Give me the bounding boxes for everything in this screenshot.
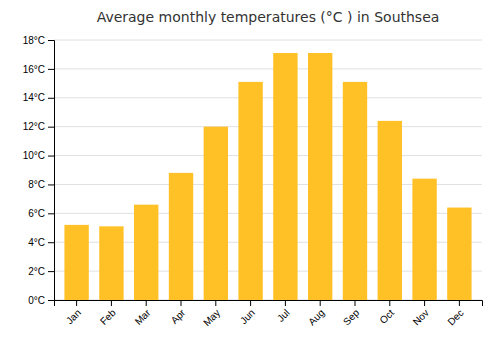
tick-label: Aug [306,307,326,327]
grid-line [54,68,482,69]
x-tick: Jul [275,300,292,324]
tick-label: Oct [377,307,396,326]
chart-container: 0°C 2°C 4°C 6°C 8°C 10°C 12°C 14°C 16°C 18°C Jan Fe… [0,0,500,350]
y-tick: 10°C [23,150,54,161]
tick-label: 4°C [28,237,45,248]
tick-mark [354,300,355,306]
x-tick: Mar [133,300,153,327]
bar [99,226,123,300]
grid-line [54,40,482,41]
bars [64,53,471,300]
tick-mark [320,300,321,306]
y-tick: 18°C [23,35,54,46]
tick-label: 16°C [23,64,45,75]
tick-label: 0°C [28,295,45,306]
tick-mark [48,40,54,41]
tick-label: 14°C [23,92,45,103]
tick-label: Sep [341,307,362,328]
tick-mark [48,156,54,157]
bar [447,208,471,300]
x-tick: Feb [98,300,118,327]
y-tick: 6°C [28,208,54,219]
x-tick: Sep [341,300,362,327]
chart-svg: 0°C 2°C 4°C 6°C 8°C 10°C 12°C 14°C 16°C 18°C Jan Fe… [0,0,500,350]
bar [238,82,262,300]
tick-mark [48,213,54,214]
tick-mark [48,127,54,128]
y-tick: 0°C [28,295,54,306]
tick-mark [76,300,77,306]
y-tick: 2°C [28,266,54,277]
tick-label: Nov [411,307,431,327]
y-tick: 16°C [23,64,54,75]
x-tick: May [201,300,222,328]
bar [64,225,88,300]
tick-mark [285,300,286,306]
tick-label: 2°C [28,266,45,277]
tick-mark [424,300,425,306]
tick-mark [111,300,112,306]
y-tick: 12°C [23,121,54,132]
x-tick: Oct [377,300,396,326]
tick-label: Jan [64,307,83,326]
tick-mark [48,69,54,70]
x-tick: Jan [64,300,83,326]
tick-mark [48,271,54,272]
tick-mark [459,300,460,306]
tick-label: 18°C [23,35,45,46]
tick-label: Jun [238,307,257,326]
axis-domain [55,301,483,307]
x-tick: Jun [238,300,257,326]
x-tick: Nov [411,300,431,327]
x-tick: Apr [169,300,188,326]
bar [343,82,367,300]
title: Average monthly temperatures (°C ) in So… [97,9,440,25]
bar [273,53,297,300]
tick-label: May [201,307,222,328]
tick-label: Mar [133,307,153,327]
bar [412,179,436,300]
tick-label: 6°C [28,208,45,219]
tick-mark [181,300,182,306]
grid-line [54,97,482,98]
x-axis: Jan Feb Mar Apr May Jun Jul Aug Sep Oct Nov Dec [55,300,483,328]
tick-label: 10°C [23,150,45,161]
tick-mark [48,184,54,185]
tick-label: 12°C [23,121,45,132]
bar [378,121,402,300]
tick-mark [48,300,54,301]
tick-label: Dec [445,307,465,327]
x-tick: Aug [306,300,326,327]
x-tick: Dec [445,300,465,327]
grid-line [54,126,482,127]
tick-label: Jul [275,307,292,324]
bar [134,205,158,300]
y-tick: 14°C [23,92,54,103]
tick-mark [215,300,216,306]
grid-line [54,155,482,156]
tick-mark [48,242,54,243]
tick-label: 8°C [28,179,45,190]
bar [169,173,193,300]
bar [308,53,332,300]
tick-label: Feb [98,307,118,327]
grid [54,40,482,300]
tick-label: Apr [169,307,188,326]
y-axis: 0°C 2°C 4°C 6°C 8°C 10°C 12°C 14°C 16°C 18°C [23,35,55,306]
tick-mark [250,300,251,306]
tick-mark [389,300,390,306]
tick-mark [146,300,147,306]
bar [204,127,228,300]
y-tick: 8°C [28,179,54,190]
axis-domain [48,41,55,301]
y-tick: 4°C [28,237,54,248]
tick-mark [48,98,54,99]
